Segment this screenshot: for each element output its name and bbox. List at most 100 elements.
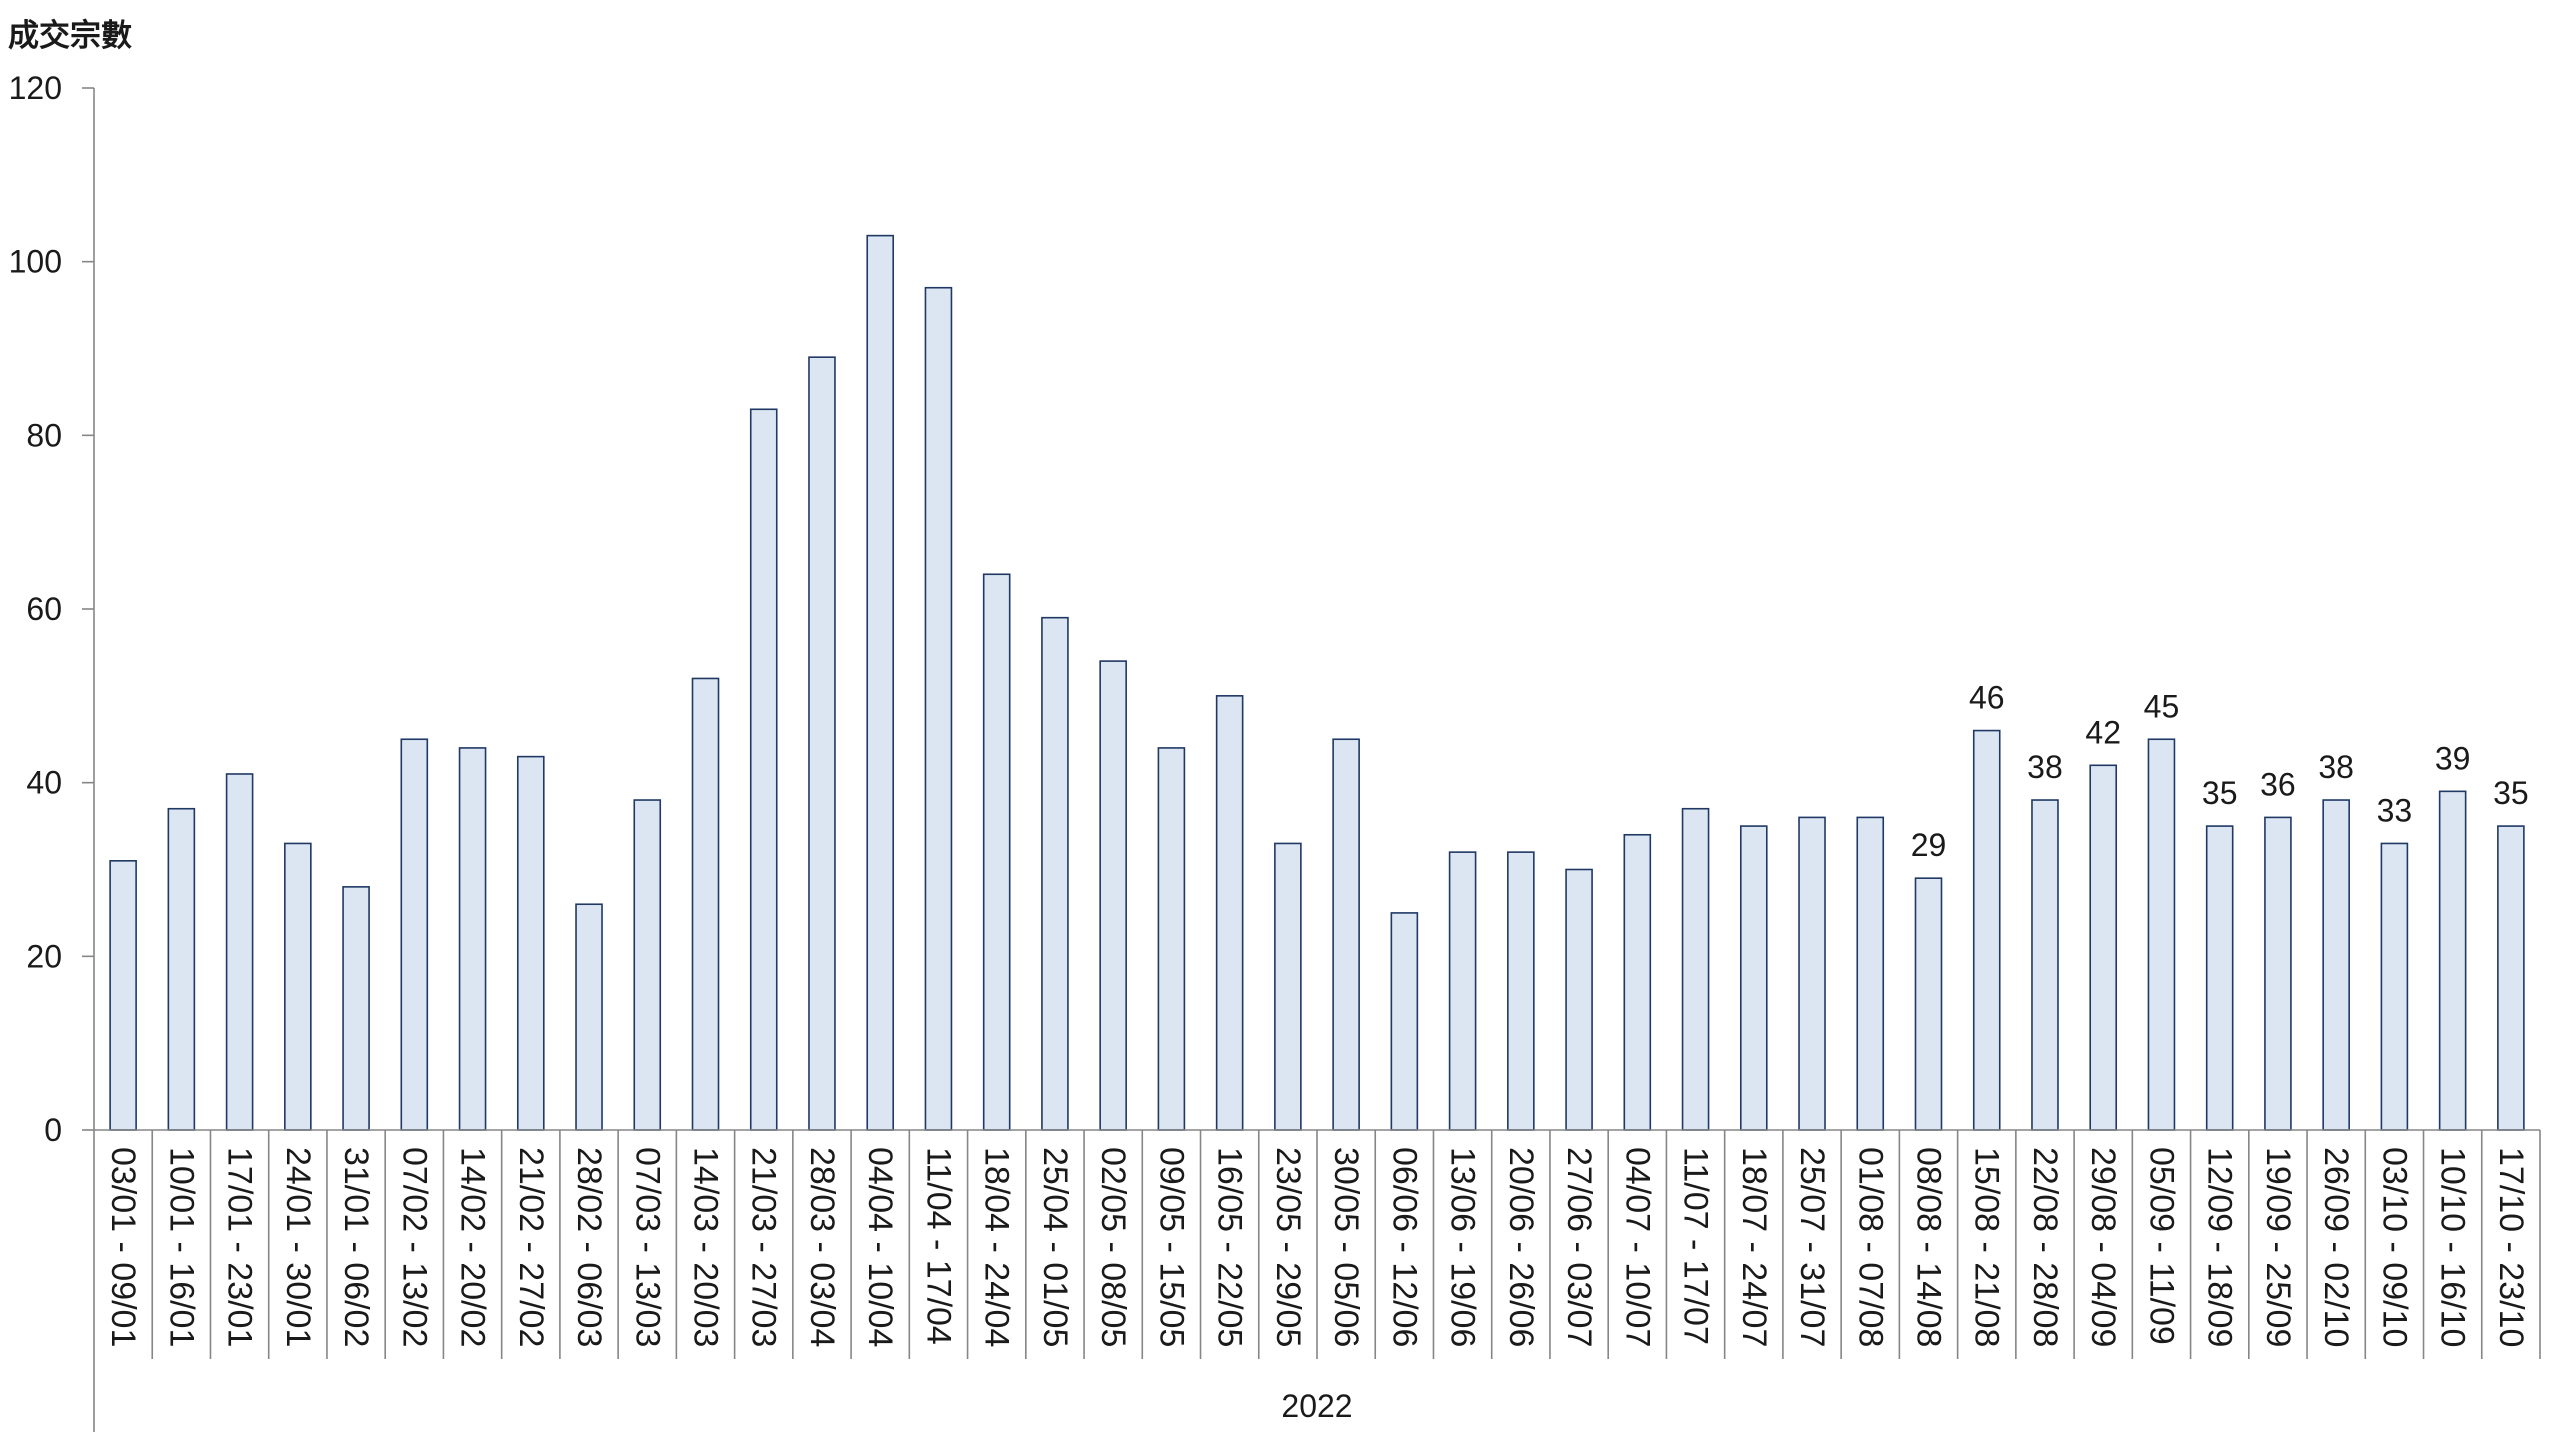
- bar-23: [1390, 912, 1419, 1131]
- category-label-34: 22/08 - 28/08: [2026, 1147, 2064, 1347]
- category-label-26: 27/06 - 03/07: [1560, 1147, 1598, 1347]
- category-label-38: 19/09 - 25/09: [2259, 1147, 2297, 1347]
- bar-28: [1681, 807, 1710, 1131]
- category-label-35: 29/08 - 04/09: [2084, 1147, 2122, 1347]
- category-label-31: 01/08 - 07/08: [1851, 1147, 1889, 1347]
- category-label-24: 13/06 - 19/06: [1444, 1147, 1482, 1347]
- category-label-7: 14/02 - 20/02: [454, 1147, 492, 1347]
- data-label-34: 38: [2027, 749, 2063, 785]
- y-tick-label-6: 120: [9, 70, 62, 106]
- bar-10: [633, 799, 662, 1131]
- category-label-19: 09/05 - 15/05: [1152, 1147, 1190, 1347]
- bar-13: [808, 356, 836, 1131]
- bar-26: [1565, 868, 1593, 1131]
- bar-40: [2380, 842, 2409, 1131]
- bar-12: [749, 408, 778, 1131]
- data-label-38: 36: [2260, 766, 2296, 802]
- bar-42: [2497, 825, 2525, 1131]
- category-label-25: 20/06 - 26/06: [1502, 1147, 1540, 1347]
- category-label-23: 06/06 - 12/06: [1385, 1147, 1423, 1347]
- bar-31: [1856, 816, 1885, 1131]
- category-label-14: 04/04 - 10/04: [861, 1147, 899, 1347]
- bar-30: [1798, 816, 1826, 1131]
- category-label-32: 08/08 - 14/08: [1910, 1147, 1948, 1347]
- bar-19: [1157, 747, 1186, 1131]
- category-labels: 03/01 - 09/01 10/01 - 16/01 17/01 - 23/01 2…: [104, 1147, 2530, 1347]
- category-label-22: 30/05 - 05/06: [1327, 1147, 1365, 1347]
- category-label-5: 31/01 - 06/02: [337, 1147, 375, 1347]
- category-label-9: 28/02 - 06/03: [570, 1147, 608, 1347]
- bar-14: [866, 234, 895, 1131]
- category-label-16: 18/04 - 24/04: [978, 1147, 1016, 1347]
- bar-5: [342, 886, 370, 1131]
- category-label-8: 21/02 - 27/02: [512, 1147, 550, 1347]
- bar-18: [1099, 660, 1127, 1131]
- category-label-2: 10/01 - 16/01: [162, 1147, 200, 1347]
- y-tick-label-2: 40: [26, 765, 62, 801]
- bar-36: [2147, 738, 2176, 1131]
- category-label-1: 03/01 - 09/01: [104, 1147, 142, 1347]
- category-label-37: 12/09 - 18/09: [2201, 1147, 2239, 1347]
- bar-9: [575, 903, 603, 1131]
- category-label-13: 28/03 - 03/04: [803, 1147, 841, 1347]
- category-label-36: 05/09 - 11/09: [2142, 1147, 2180, 1345]
- data-label-35: 42: [2085, 714, 2121, 750]
- category-label-33: 15/08 - 21/08: [1968, 1147, 2006, 1347]
- bar-8: [516, 755, 545, 1131]
- category-label-42: 17/10 - 23/10: [2492, 1147, 2530, 1347]
- category-label-30: 25/07 - 31/07: [1793, 1147, 1831, 1347]
- category-label-18: 02/05 - 08/05: [1094, 1147, 1132, 1347]
- x-group-label: 2022: [1281, 1388, 1352, 1424]
- bar-11: [691, 677, 720, 1131]
- bar-34: [2031, 799, 2059, 1131]
- category-label-3: 17/01 - 23/01: [221, 1147, 259, 1347]
- bars: [109, 234, 2525, 1131]
- data-label-41: 39: [2435, 740, 2471, 776]
- category-label-41: 10/10 - 16/10: [2434, 1147, 2472, 1347]
- data-label-33: 46: [1969, 680, 2005, 716]
- category-label-40: 03/10 - 09/10: [2375, 1147, 2413, 1347]
- category-dividers: [93, 1130, 2541, 1432]
- data-label-40: 33: [2377, 792, 2413, 828]
- bar-20: [1215, 695, 1244, 1131]
- category-label-11: 14/03 - 20/03: [687, 1147, 725, 1347]
- bar-39: [2322, 799, 2350, 1131]
- bar-15: [924, 286, 953, 1131]
- bar-32: [1914, 877, 1943, 1131]
- category-label-21: 23/05 - 29/05: [1269, 1147, 1307, 1347]
- category-label-4: 24/01 - 30/01: [279, 1147, 317, 1347]
- category-label-12: 21/03 - 27/03: [745, 1147, 783, 1347]
- category-label-28: 11/07 - 17/07: [1677, 1147, 1715, 1345]
- category-label-15: 11/04 - 17/04: [919, 1147, 957, 1345]
- y-tick-label-3: 60: [26, 591, 62, 627]
- bar-17: [1041, 616, 1069, 1131]
- category-label-27: 04/07 - 10/07: [1618, 1147, 1656, 1347]
- y-tick-label-5: 100: [9, 244, 62, 280]
- category-label-29: 18/07 - 24/07: [1735, 1147, 1773, 1347]
- category-label-17: 25/04 - 01/05: [1036, 1147, 1074, 1347]
- data-labels: 29 46 38 42 45 35 36 38 33 39 35: [1911, 680, 2529, 864]
- bar-21: [1274, 842, 1302, 1131]
- bar-33: [1972, 729, 2001, 1131]
- y-axis-ticks: 0 20 40 60 80 100 120: [9, 70, 94, 1148]
- bar-27: [1623, 833, 1652, 1131]
- data-label-39: 38: [2318, 749, 2354, 785]
- y-tick-label-4: 80: [26, 417, 62, 453]
- category-label-20: 16/05 - 22/05: [1211, 1147, 1249, 1347]
- bar-4: [284, 842, 312, 1131]
- bar-41: [2438, 790, 2467, 1131]
- bar-35: [2089, 764, 2118, 1131]
- data-label-42: 35: [2493, 775, 2529, 811]
- category-label-39: 26/09 - 02/10: [2317, 1147, 2355, 1347]
- category-label-6: 07/02 - 13/02: [395, 1147, 433, 1347]
- data-label-36: 45: [2144, 688, 2180, 724]
- y-tick-label-1: 20: [26, 938, 62, 974]
- bar-2: [167, 807, 196, 1131]
- category-label-10: 07/03 - 13/03: [628, 1147, 666, 1347]
- y-axis-title: 成交宗數: [8, 18, 132, 53]
- bar-37: [2205, 825, 2234, 1131]
- bar-7: [458, 747, 487, 1131]
- bar-22: [1332, 738, 1360, 1131]
- bar-24: [1448, 851, 1477, 1131]
- y-tick-label-0: 0: [44, 1112, 62, 1148]
